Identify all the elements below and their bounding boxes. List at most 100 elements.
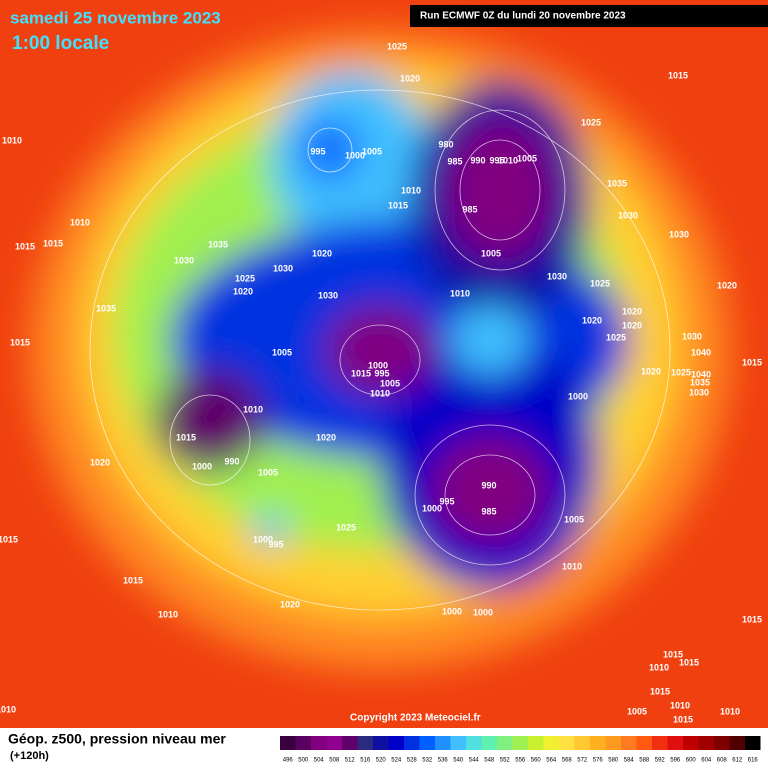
isobar-label: 1030 [669, 229, 689, 239]
colorbar-label: 600 [686, 758, 697, 764]
colorbar-swatch [388, 736, 404, 750]
isobar-label: 1015 [742, 357, 762, 367]
colorbar-swatch [342, 736, 358, 750]
map-time: 1:00 locale [12, 33, 109, 54]
isobar-label: 1010 [670, 700, 690, 710]
copyright: Copyright 2023 Meteociel.fr [350, 713, 481, 724]
colorbar-swatch [528, 736, 544, 750]
colorbar-swatch [590, 736, 606, 750]
isobar-label: 1035 [208, 239, 228, 249]
isobar-label: 1000 [568, 391, 588, 401]
isobar-label: 1030 [273, 263, 293, 273]
isobar-label: 1005 [517, 153, 537, 163]
colorbar-label: 576 [593, 758, 604, 764]
isobar-label: 1010 [498, 155, 518, 165]
colorbar-label: 544 [469, 758, 480, 764]
colorbar-label: 604 [701, 758, 712, 764]
colorbar-label: 548 [484, 758, 495, 764]
isobar-label: 1000 [473, 607, 493, 617]
isobar-label: 995 [439, 496, 454, 506]
isobar-label: 1015 [0, 534, 18, 544]
isobar-label: 1030 [318, 290, 338, 300]
isobar-label: 1000 [422, 503, 442, 513]
colorbar-label: 584 [624, 758, 635, 764]
isobar-label: 1005 [362, 146, 382, 156]
isobar-label: 1005 [380, 378, 400, 388]
isobar-label: 1010 [401, 185, 421, 195]
isobar-label: 1035 [690, 377, 710, 387]
isobar-label: 1010 [649, 662, 669, 672]
isobar-label: 1020 [641, 366, 661, 376]
isobar-label: 995 [374, 368, 389, 378]
colorbar-label: 612 [732, 758, 743, 764]
colorbar-swatch [714, 736, 730, 750]
isobar-label: 1015 [742, 614, 762, 624]
colorbar-label: 540 [453, 758, 464, 764]
colorbar-swatch [605, 736, 621, 750]
isobar-label: 1020 [90, 457, 110, 467]
isobar-label: 1015 [679, 657, 699, 667]
colorbar-label: 524 [391, 758, 402, 764]
isobar-label: 1010 [70, 217, 90, 227]
colorbar-swatch [636, 736, 652, 750]
colorbar-swatch [698, 736, 714, 750]
colorbar-label: 504 [314, 758, 325, 764]
isobar-label: 1020 [717, 280, 737, 290]
isobar-label: 1020 [622, 306, 642, 316]
colorbar-swatch [404, 736, 420, 750]
isobar-label: 1025 [387, 41, 407, 51]
isobar-label: 985 [462, 204, 477, 214]
isobar-label: 1015 [650, 686, 670, 696]
isobar-label: 985 [481, 506, 496, 516]
isobar-label: 1020 [280, 599, 300, 609]
colorbar-label: 508 [329, 758, 340, 764]
isobar-label: 1015 [351, 368, 371, 378]
isobar-label: 1030 [174, 255, 194, 265]
colorbar-swatch [311, 736, 327, 750]
colorbar-swatch [683, 736, 699, 750]
isobar-label: 1030 [618, 210, 638, 220]
isobar-label: 1020 [622, 320, 642, 330]
isobar-label: 985 [447, 156, 462, 166]
isobar-label: 1005 [627, 706, 647, 716]
isobar-label: 1035 [96, 303, 116, 313]
colorbar-label: 616 [748, 758, 759, 764]
isobar-label: 1025 [606, 332, 626, 342]
isobar-label: 1020 [312, 248, 332, 258]
colorbar-swatch [357, 736, 373, 750]
isobar-label: 1010 [370, 388, 390, 398]
isobar-label: 1025 [590, 278, 610, 288]
isobar-label: 1025 [336, 522, 356, 532]
run-box [410, 5, 768, 27]
colorbar-label: 580 [608, 758, 619, 764]
isobar-label: 1015 [15, 241, 35, 251]
colorbar-label: 556 [515, 758, 526, 764]
colorbar: 496 500 504 508 512 516 520 524 528 532 536 540 544 5… [280, 736, 761, 764]
colorbar-label: 512 [345, 758, 356, 764]
isobar-label: 995 [268, 539, 283, 549]
isobar-label: 1020 [400, 73, 420, 83]
colorbar-swatch [280, 736, 296, 750]
isobar-label: 1000 [253, 534, 273, 544]
colorbar-label: 552 [500, 758, 511, 764]
isobar-label: 1015 [673, 714, 693, 724]
isobar-label: 1015 [388, 200, 408, 210]
isobar-label: 1025 [581, 117, 601, 127]
isobar-label: 1025 [671, 367, 691, 377]
colorbar-swatch [559, 736, 575, 750]
isobar-label: 1025 [235, 273, 255, 283]
isobar-label: 1000 [442, 606, 462, 616]
isobar-label: 1000 [345, 150, 365, 160]
colorbar-label: 532 [422, 758, 433, 764]
legend-subtitle: (+120h) [10, 750, 49, 762]
colorbar-label: 588 [639, 758, 650, 764]
colorbar-label: 608 [717, 758, 728, 764]
isobar-label: 1040 [691, 369, 711, 379]
colorbar-swatch [543, 736, 559, 750]
isobar-label: 1015 [176, 432, 196, 442]
isobar-label: 990 [481, 480, 496, 490]
colorbar-swatch [295, 736, 311, 750]
isobar-label: 980 [438, 139, 453, 149]
